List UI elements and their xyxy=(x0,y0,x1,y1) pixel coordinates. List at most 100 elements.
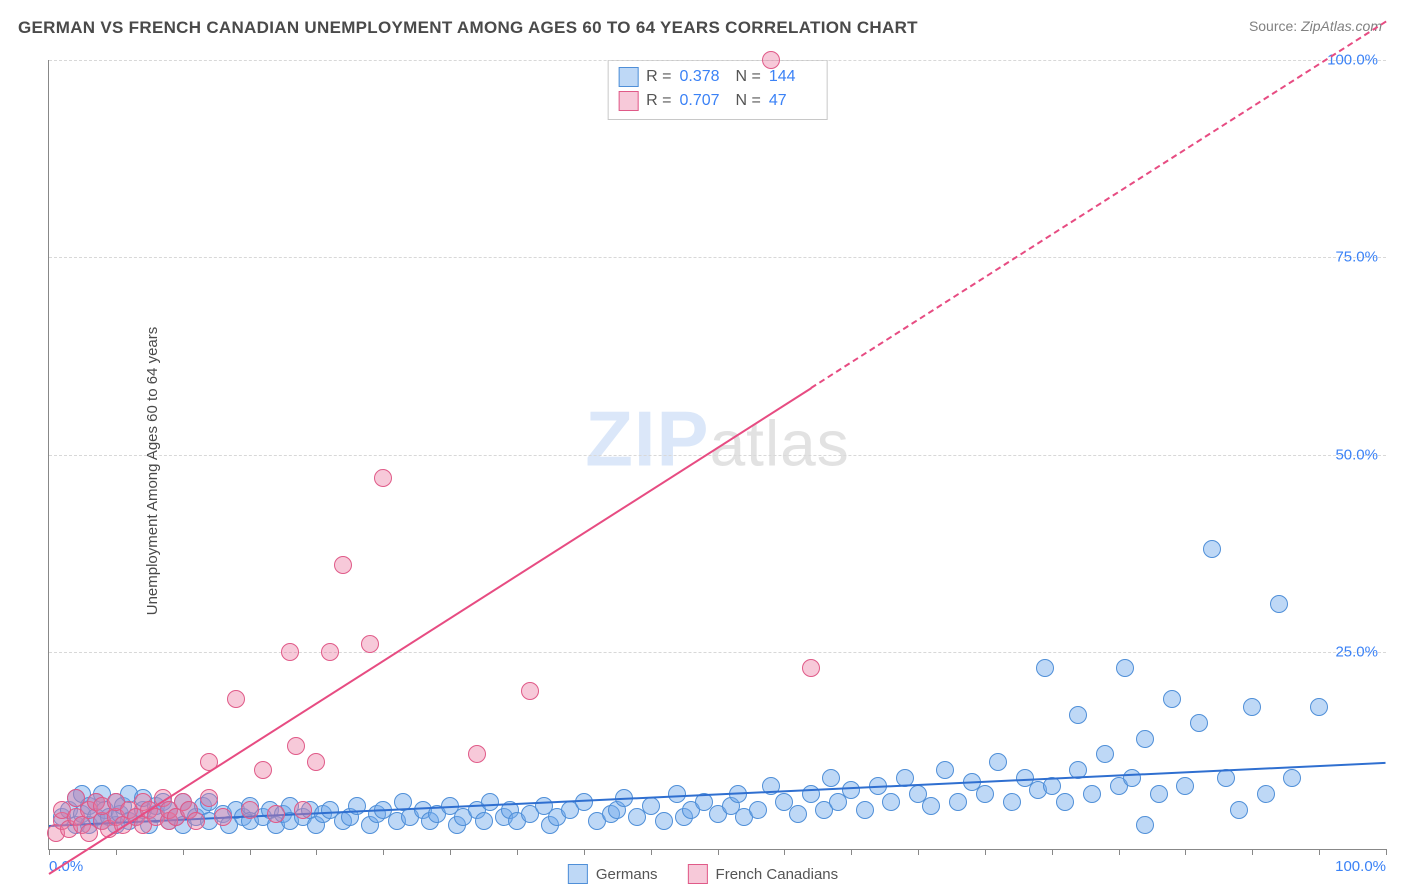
data-point-germans xyxy=(1003,793,1021,811)
data-point-french_canadians xyxy=(187,812,205,830)
data-point-french_canadians xyxy=(361,635,379,653)
stat-n-germans: 144 xyxy=(769,65,817,89)
legend-item-germans: Germans xyxy=(568,864,658,884)
gridline xyxy=(49,652,1386,653)
legend-item-french: French Canadians xyxy=(688,864,839,884)
watermark-zip: ZIP xyxy=(585,394,709,482)
data-point-germans xyxy=(1136,816,1154,834)
data-point-germans xyxy=(475,812,493,830)
data-point-germans xyxy=(1150,785,1168,803)
data-point-french_canadians xyxy=(762,51,780,69)
data-point-french_canadians xyxy=(468,745,486,763)
data-point-germans xyxy=(1056,793,1074,811)
x-tick xyxy=(851,849,852,855)
trendline-french_canadians-dashed xyxy=(811,21,1387,389)
legend-swatch-french xyxy=(688,864,708,884)
x-tick xyxy=(116,849,117,855)
stat-n-label: N = xyxy=(736,89,761,113)
data-point-germans xyxy=(1136,730,1154,748)
chart-area: Unemployment Among Ages 60 to 64 years Z… xyxy=(0,50,1406,892)
x-tick xyxy=(918,849,919,855)
header: GERMAN VS FRENCH CANADIAN UNEMPLOYMENT A… xyxy=(0,0,1406,46)
data-point-french_canadians xyxy=(227,690,245,708)
data-point-french_canadians xyxy=(521,682,539,700)
data-point-germans xyxy=(1310,698,1328,716)
data-point-french_canadians xyxy=(287,737,305,755)
data-point-french_canadians xyxy=(254,761,272,779)
stat-r-label: R = xyxy=(646,89,671,113)
data-point-germans xyxy=(668,785,686,803)
data-point-germans xyxy=(882,793,900,811)
data-point-french_canadians xyxy=(281,643,299,661)
stat-r-french: 0.707 xyxy=(680,89,728,113)
x-tick xyxy=(584,849,585,855)
data-point-germans xyxy=(976,785,994,803)
series-legend: Germans French Canadians xyxy=(568,864,838,884)
data-point-germans xyxy=(1123,769,1141,787)
data-point-germans xyxy=(1190,714,1208,732)
x-tick xyxy=(49,849,50,855)
y-tick-label: 25.0% xyxy=(1335,643,1378,660)
data-point-germans xyxy=(842,781,860,799)
x-tick xyxy=(985,849,986,855)
x-axis-max-label: 100.0% xyxy=(1335,858,1386,875)
data-point-germans xyxy=(936,761,954,779)
x-tick xyxy=(183,849,184,855)
stat-r-label: R = xyxy=(646,65,671,89)
x-tick xyxy=(651,849,652,855)
data-point-french_canadians xyxy=(200,789,218,807)
data-point-french_canadians xyxy=(374,469,392,487)
data-point-germans xyxy=(749,801,767,819)
data-point-french_canadians xyxy=(334,556,352,574)
y-tick-label: 50.0% xyxy=(1335,446,1378,463)
data-point-germans xyxy=(1230,801,1248,819)
data-point-germans xyxy=(1116,659,1134,677)
legend-label-germans: Germans xyxy=(596,866,658,883)
data-point-french_canadians xyxy=(241,801,259,819)
legend-label-french: French Canadians xyxy=(716,866,839,883)
x-tick xyxy=(316,849,317,855)
stats-row-french: R = 0.707 N = 47 xyxy=(618,89,817,113)
stat-n-french: 47 xyxy=(769,89,817,113)
data-point-french_canadians xyxy=(307,753,325,771)
data-point-germans xyxy=(922,797,940,815)
data-point-germans xyxy=(1096,745,1114,763)
stats-legend: R = 0.378 N = 144 R = 0.707 N = 47 xyxy=(607,60,828,120)
stat-n-label: N = xyxy=(736,65,761,89)
swatch-germans xyxy=(618,67,638,87)
legend-swatch-germans xyxy=(568,864,588,884)
data-point-french_canadians xyxy=(802,659,820,677)
x-tick xyxy=(718,849,719,855)
data-point-germans xyxy=(949,793,967,811)
x-tick xyxy=(450,849,451,855)
data-point-germans xyxy=(1283,769,1301,787)
watermark-atlas: atlas xyxy=(710,407,850,479)
x-tick xyxy=(250,849,251,855)
x-tick xyxy=(383,849,384,855)
gridline xyxy=(49,455,1386,456)
stats-row-germans: R = 0.378 N = 144 xyxy=(618,65,817,89)
data-point-germans xyxy=(989,753,1007,771)
data-point-french_canadians xyxy=(267,805,285,823)
data-point-germans xyxy=(1069,706,1087,724)
data-point-germans xyxy=(1176,777,1194,795)
x-tick xyxy=(1052,849,1053,855)
data-point-french_canadians xyxy=(294,801,312,819)
swatch-french xyxy=(618,91,638,111)
data-point-germans xyxy=(481,793,499,811)
data-point-germans xyxy=(1203,540,1221,558)
stat-r-germans: 0.378 xyxy=(680,65,728,89)
gridline xyxy=(49,60,1386,61)
data-point-germans xyxy=(789,805,807,823)
data-point-germans xyxy=(1036,659,1054,677)
x-tick xyxy=(784,849,785,855)
data-point-germans xyxy=(822,769,840,787)
data-point-french_canadians xyxy=(321,643,339,661)
data-point-germans xyxy=(1257,785,1275,803)
data-point-germans xyxy=(1163,690,1181,708)
plot-region: ZIPatlas R = 0.378 N = 144 R = 0.707 N =… xyxy=(48,60,1386,850)
x-tick xyxy=(517,849,518,855)
data-point-germans xyxy=(1243,698,1261,716)
x-tick xyxy=(1386,849,1387,855)
data-point-germans xyxy=(856,801,874,819)
